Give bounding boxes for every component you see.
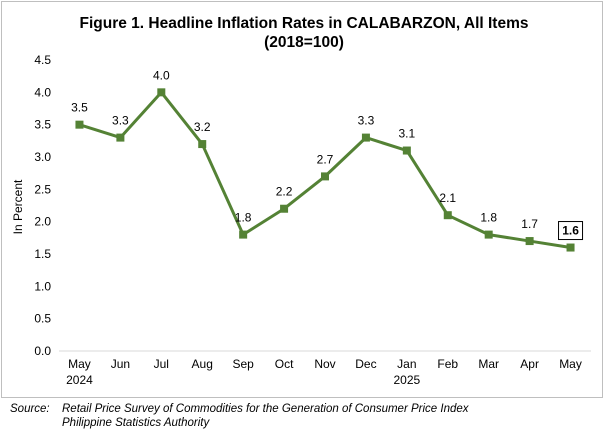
x-tick-label: Jan bbox=[397, 357, 416, 371]
x-tick-label: Oct bbox=[275, 357, 294, 371]
data-label: 4.0 bbox=[153, 68, 170, 82]
data-point bbox=[321, 172, 329, 181]
data-label: 3.1 bbox=[399, 127, 416, 141]
y-tick-label: 4.0 bbox=[34, 85, 51, 99]
data-points bbox=[75, 88, 575, 252]
data-label-box bbox=[558, 221, 584, 241]
y-tick-labels: 0.0 0.5 1.0 1.5 2.0 2.5 3.0 3.5 4.0 4.5 bbox=[34, 53, 51, 358]
y-tick-label: 4.5 bbox=[34, 53, 51, 67]
x-tick-label: Nov bbox=[314, 357, 335, 371]
x-tick-label: Aug bbox=[192, 357, 213, 371]
data-point bbox=[198, 140, 207, 149]
y-tick-label: 0.5 bbox=[34, 312, 51, 326]
data-point bbox=[75, 120, 84, 129]
y-tick-label: 3.5 bbox=[34, 118, 51, 132]
data-point bbox=[484, 230, 493, 239]
y-tick-label: 0.0 bbox=[34, 344, 51, 358]
line-chart: Figure 1. Headline Inflation Rates in CA… bbox=[11, 15, 591, 387]
data-label: 1.7 bbox=[521, 217, 538, 231]
y-tick-label: 2.0 bbox=[34, 215, 51, 229]
data-point bbox=[280, 204, 289, 213]
data-label: 1.8 bbox=[480, 211, 497, 225]
x-tick-label: Apr bbox=[520, 357, 539, 371]
y-axis-label: In Percent bbox=[11, 179, 25, 234]
source-label: Source: bbox=[10, 403, 50, 415]
x-tick-label: Jun bbox=[111, 357, 130, 371]
x-tick-label: May bbox=[68, 357, 91, 371]
data-label: 3.2 bbox=[194, 120, 211, 134]
source-note: Source: Retail Price Survey of Commoditie… bbox=[10, 402, 469, 430]
chart-title: Figure 1. Headline Inflation Rates in CA… bbox=[80, 15, 529, 32]
data-point bbox=[157, 88, 166, 97]
data-point bbox=[443, 211, 452, 220]
data-label: 2.2 bbox=[276, 185, 293, 199]
x-tick-label: Dec bbox=[355, 357, 376, 371]
data-point bbox=[566, 243, 575, 252]
x-tick-label: Sep bbox=[232, 357, 254, 371]
x-tick-year-label: 2024 bbox=[66, 373, 93, 387]
data-label: 3.3 bbox=[358, 114, 375, 128]
y-tick-label: 2.5 bbox=[34, 182, 51, 196]
data-label: 1.8 bbox=[235, 211, 252, 225]
data-point bbox=[361, 133, 370, 142]
data-label: 2.7 bbox=[317, 152, 334, 166]
source-line-1: Retail Price Survey of Commodities for t… bbox=[62, 403, 469, 415]
data-point bbox=[239, 230, 248, 239]
data-labels: 3.5 3.3 4.0 3.2 1.8 2.2 2.7 3.3 3.1 2.1 1.8 1.7 1.6 bbox=[71, 68, 584, 241]
data-point bbox=[116, 133, 125, 142]
y-tick-label: 3.0 bbox=[34, 150, 51, 164]
x-tick-labels: May 2024 Jun Jul Aug Sep Oct Nov Dec Jan 2025 Feb Ma… bbox=[66, 357, 582, 387]
data-label: 3.3 bbox=[112, 114, 129, 128]
x-tick-label: May bbox=[559, 357, 582, 371]
x-tick-label: Mar bbox=[478, 357, 499, 371]
source-line-2: Philippine Statistics Authority bbox=[62, 417, 210, 429]
data-point bbox=[525, 237, 534, 246]
x-tick-label: Jul bbox=[154, 357, 169, 371]
data-label: 2.1 bbox=[439, 191, 456, 205]
data-point bbox=[402, 146, 411, 155]
y-tick-label: 1.5 bbox=[34, 247, 51, 261]
x-tick-year-label: 2025 bbox=[393, 373, 420, 387]
x-tick-label: Feb bbox=[437, 357, 458, 371]
chart-subtitle: (2018=100) bbox=[264, 34, 344, 51]
data-label: 3.5 bbox=[71, 101, 88, 115]
y-tick-label: 1.0 bbox=[34, 279, 51, 293]
data-label: 1.6 bbox=[562, 224, 579, 238]
chart-frame: Figure 1. Headline Inflation Rates in CA… bbox=[1, 1, 603, 398]
